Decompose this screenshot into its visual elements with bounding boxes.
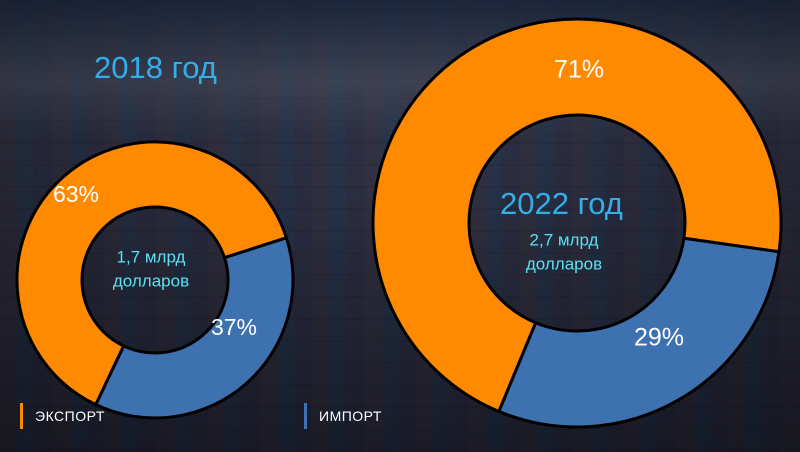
slice-import-2022: [497, 236, 781, 429]
center-label-2018-line-1: 1,7 млрд: [117, 247, 186, 266]
chart-title-2018: 2018 год: [94, 50, 217, 85]
slice-import-2018: [94, 236, 295, 420]
center-label-2018-line-2: долларов: [113, 271, 189, 290]
slice-export-2018: [15, 140, 288, 407]
legend-export-swatch: [20, 403, 23, 429]
legend-import-label: ИМПОРТ: [319, 408, 382, 424]
legend-import: ИМПОРТ: [304, 401, 382, 431]
slice-label-import-2022: 29%: [634, 324, 684, 352]
legend-export: ЭКСПОРТ: [20, 401, 105, 431]
slice-export-2022: [371, 17, 783, 413]
slice-label-export-2022: 71%: [554, 56, 604, 84]
slice-label-export-2018: 63%: [53, 181, 99, 207]
chart-title-2022: 2022 год: [500, 186, 623, 221]
legend-export-label: ЭКСПОРТ: [35, 408, 105, 424]
center-label-2022-line-1: 2,7 млрд: [530, 230, 599, 249]
legend-import-swatch: [304, 403, 307, 429]
center-label-2022-line-2: долларов: [526, 254, 602, 273]
slice-label-import-2018: 37%: [211, 314, 257, 340]
